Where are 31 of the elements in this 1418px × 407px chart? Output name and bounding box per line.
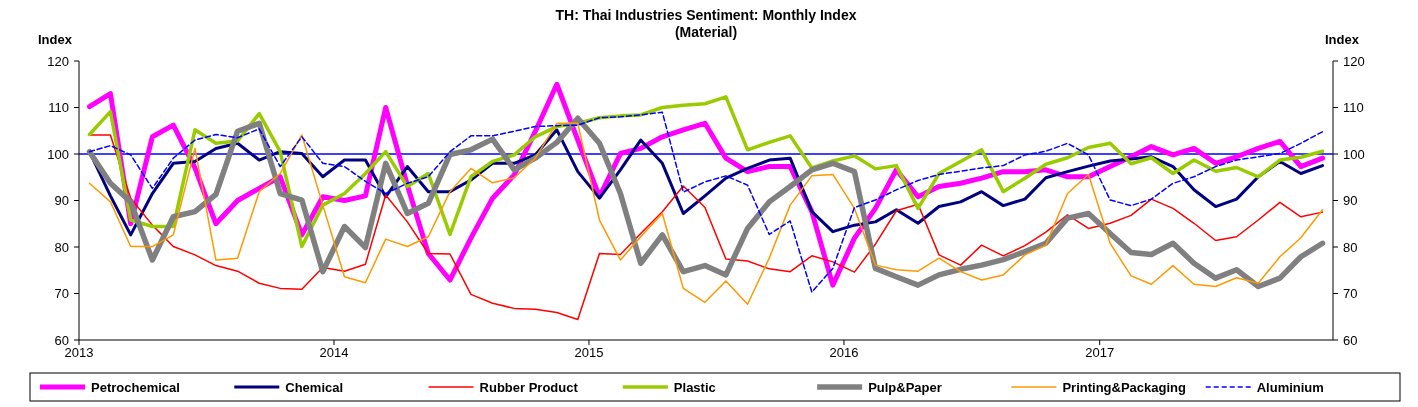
y2-tick-label: 90 (1343, 193, 1358, 209)
legend-label: Aluminium (1256, 379, 1324, 395)
x-tick-label: 2016 (829, 345, 859, 360)
y-tick-label: 110 (48, 100, 69, 116)
legend-label: Plastic (673, 379, 716, 395)
x-tick-label: 2013 (64, 345, 94, 360)
y-axis-title: Index (38, 32, 73, 47)
y2-tick-label: 120 (1343, 53, 1365, 69)
y2-tick-label: 60 (1343, 332, 1358, 348)
y2-tick-label: 70 (1343, 286, 1358, 302)
y-tick-label: 70 (54, 286, 69, 302)
chart-title: TH: Thai Industries Sentiment: Monthly Index (555, 7, 857, 23)
y-tick-label: 90 (54, 193, 69, 209)
legend-label: Petrochemical (91, 379, 180, 395)
legend-label: Rubber Product (479, 379, 579, 395)
chart-subtitle: (Material) (674, 24, 738, 40)
y2-tick-label: 100 (1343, 146, 1365, 162)
y-tick-label: 120 (47, 53, 69, 69)
y2-tick-label: 80 (1343, 239, 1358, 255)
legend-label: Chemical (285, 379, 344, 395)
legend-label: Pulp&Paper (868, 379, 942, 395)
y-tick-label: 80 (54, 239, 69, 255)
line-series (87, 95, 1325, 249)
legend-label: Printing&Packaging (1062, 379, 1187, 395)
y-tick-label: 100 (47, 146, 69, 162)
x-tick-label: 2017 (1085, 345, 1115, 360)
x-tick-label: 2015 (574, 345, 604, 360)
y2-axis-title: Index (1325, 32, 1360, 47)
x-tick-label: 2014 (319, 345, 349, 360)
y2-tick-label: 110 (1343, 100, 1364, 116)
y-tick-label: 60 (54, 332, 69, 348)
